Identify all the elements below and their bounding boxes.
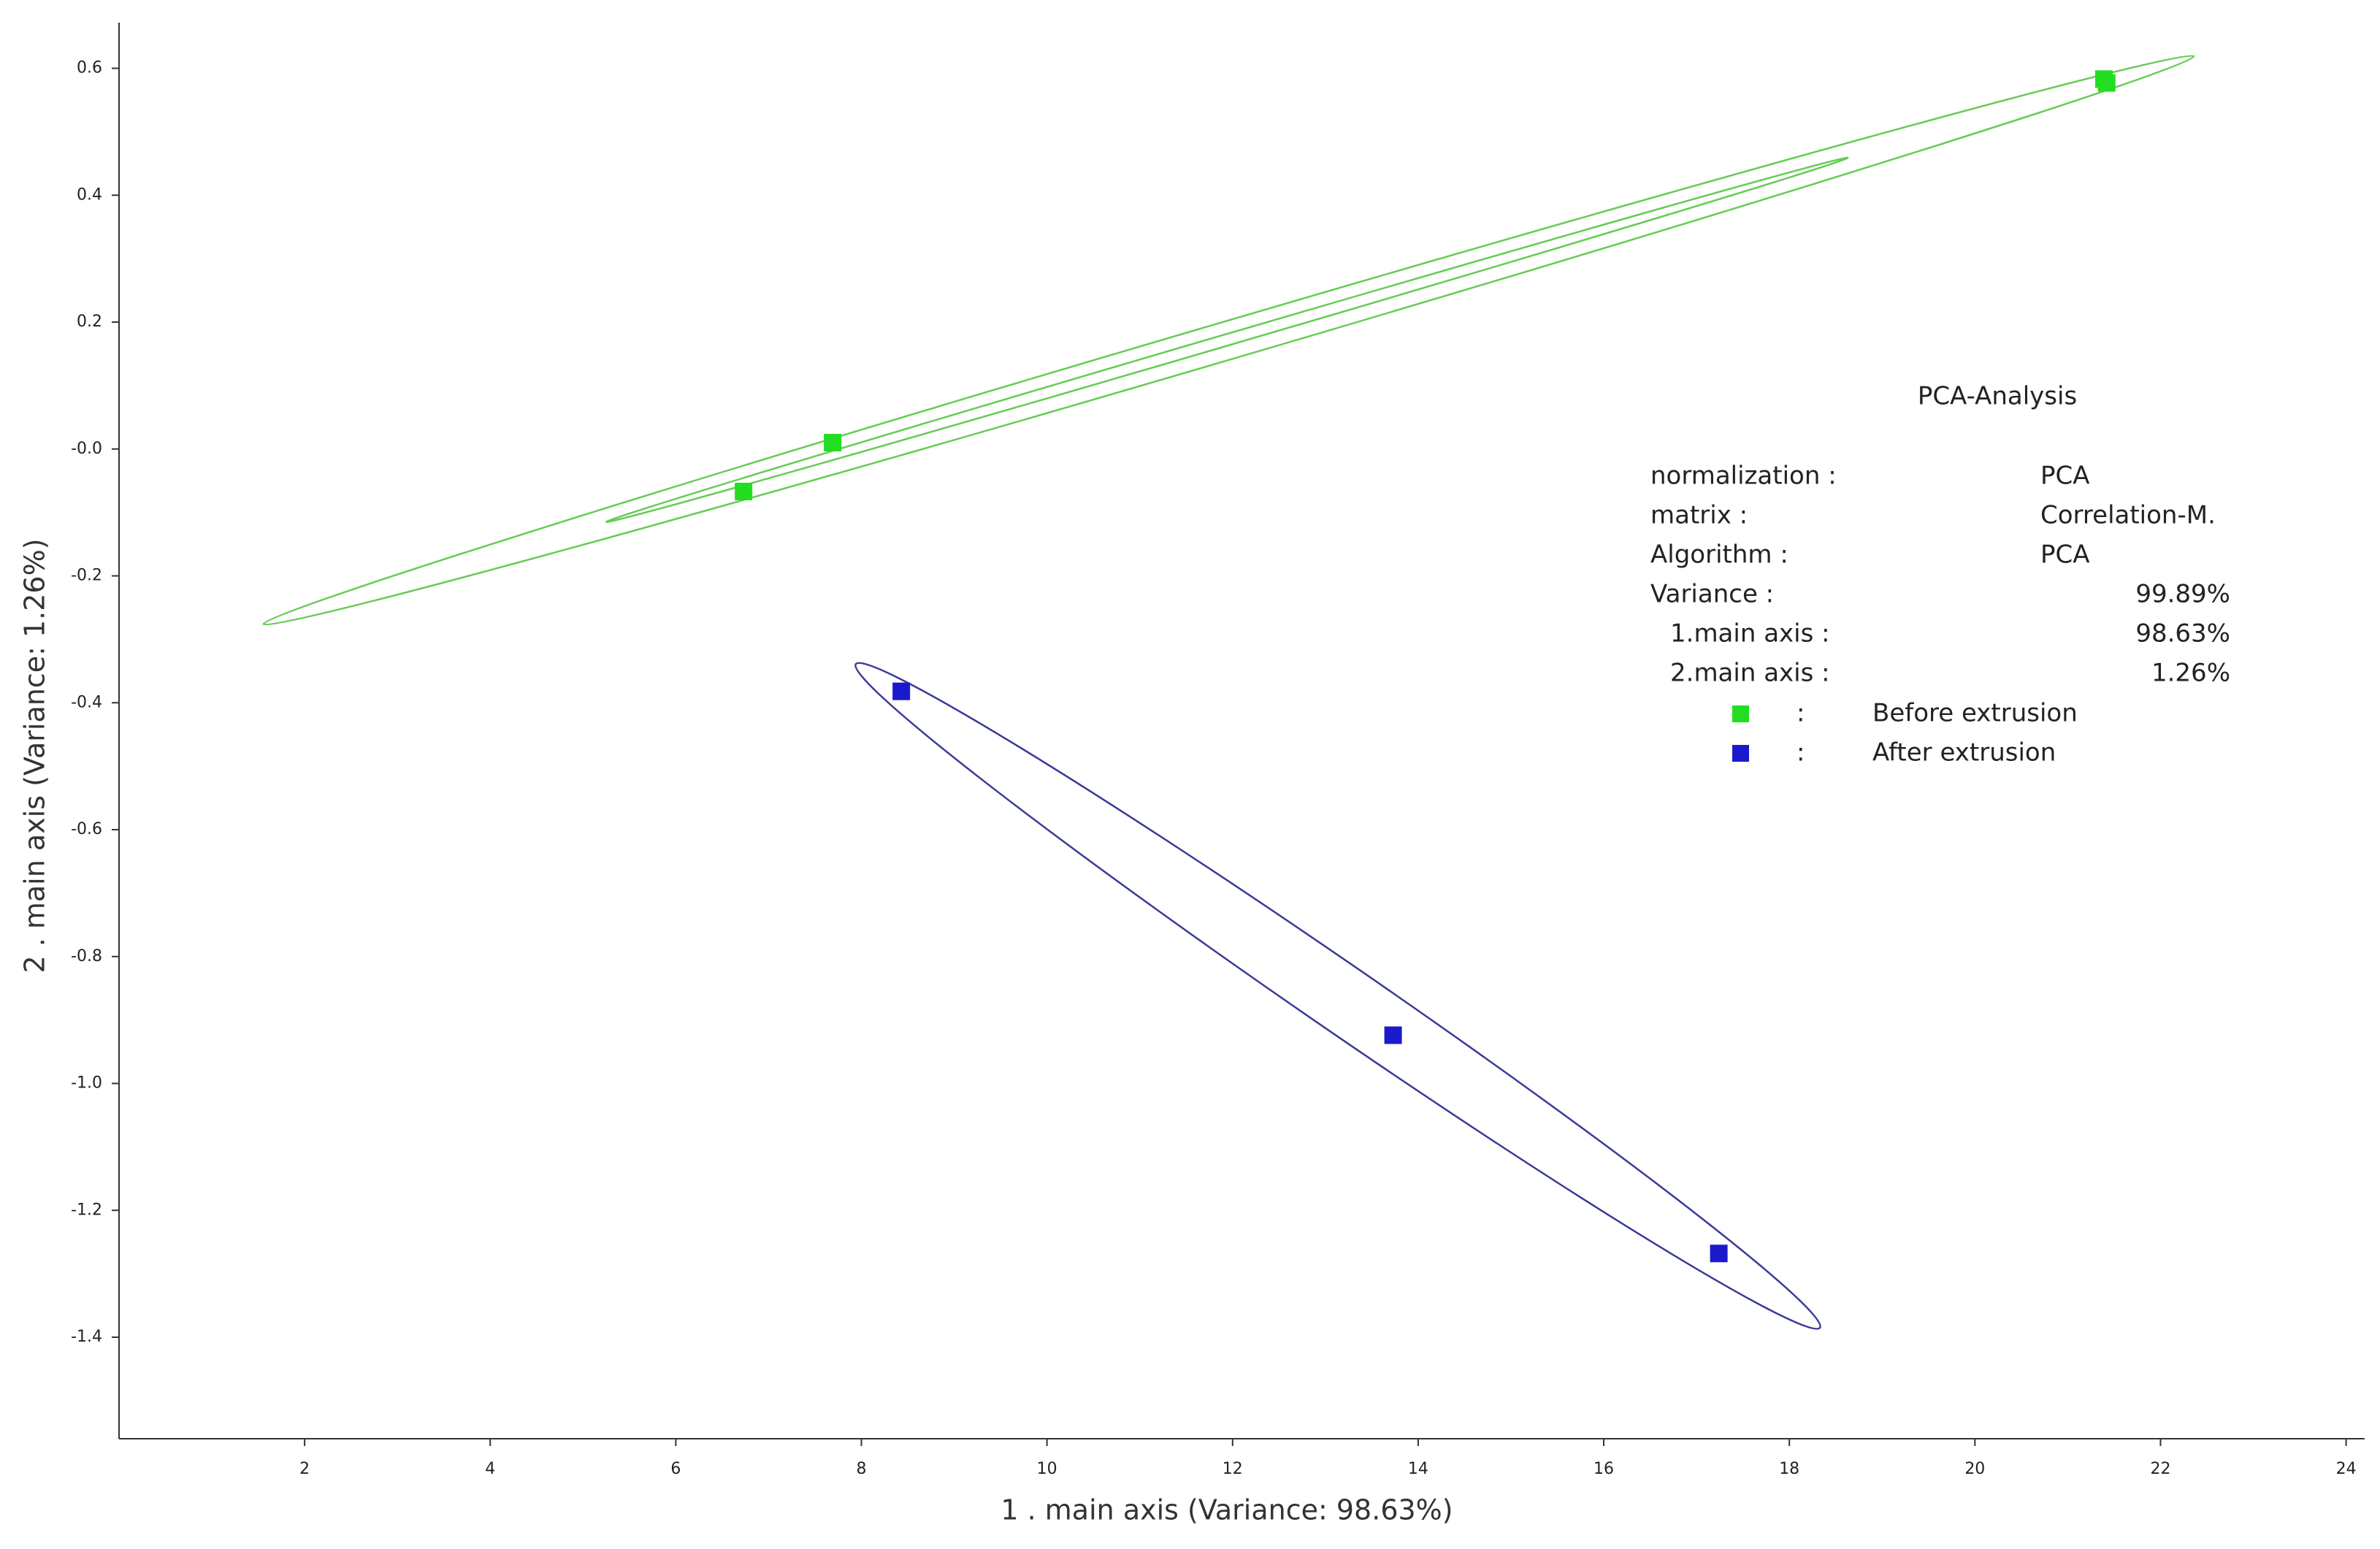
y-tick-label: -0.0 [71, 440, 102, 458]
info-title: PCA-Analysis [1918, 382, 2077, 411]
x-tick-label: 10 [1037, 1460, 1057, 1478]
info-label: 1.main axis : [1670, 619, 1830, 649]
x-tick-label: 16 [1593, 1460, 1614, 1478]
x-tick-label: 22 [2150, 1460, 2170, 1478]
scatter-point [2097, 74, 2116, 92]
info-label: Variance : [1650, 580, 1774, 609]
info-value: 1.26% [2151, 659, 2230, 688]
legend-marker [1732, 745, 1749, 762]
y-tick-label: -0.2 [71, 567, 102, 585]
legend-separator: : [1797, 699, 1805, 728]
x-tick-label: 12 [1222, 1460, 1243, 1478]
legend-marker [1732, 705, 1749, 722]
scatter-point [1384, 1026, 1402, 1044]
y-axis-title: 2 . main axis (Variance: 1.26%) [19, 538, 51, 973]
y-tick-label: -0.4 [71, 693, 102, 711]
info-label: normalization : [1650, 462, 1837, 491]
confidence-ellipse [854, 662, 1821, 1330]
x-tick-label: 4 [485, 1460, 495, 1478]
x-tick-label: 6 [670, 1460, 681, 1478]
scatter-point [892, 682, 911, 700]
info-value: Correlation-M. [2040, 501, 2216, 530]
x-tick-label: 24 [2336, 1460, 2357, 1478]
y-tick-label: -0.6 [71, 820, 102, 838]
info-value: PCA [2040, 462, 2090, 491]
x-tick-label: 2 [299, 1460, 310, 1478]
confidence-ellipse [262, 54, 2195, 626]
info-label: 2.main axis : [1670, 659, 1830, 688]
y-tick-label: 0.6 [77, 59, 102, 77]
info-value: 98.63% [2135, 619, 2230, 649]
y-tick-label: 0.2 [77, 313, 102, 331]
legend-label: Before extrusion [1872, 699, 2078, 728]
y-tick-label: -0.8 [71, 947, 102, 965]
info-value: 99.89% [2135, 580, 2230, 609]
y-tick-label: 0.4 [77, 186, 102, 204]
legend-separator: : [1797, 738, 1805, 768]
y-tick-label: -1.2 [71, 1201, 102, 1219]
x-axis-title: 1 . main axis (Variance: 98.63%) [1000, 1494, 1453, 1526]
confidence-ellipse [605, 156, 1849, 524]
y-tick-label: -1.0 [71, 1074, 102, 1093]
x-tick-label: 14 [1408, 1460, 1428, 1478]
info-label: Algorithm : [1650, 540, 1788, 570]
info-label: matrix : [1650, 501, 1748, 530]
x-tick-label: 18 [1779, 1460, 1799, 1478]
scatter-point [735, 482, 753, 500]
scatter-point [1710, 1244, 1728, 1263]
scatter-point [824, 434, 842, 452]
x-tick-label: 8 [857, 1460, 867, 1478]
info-value: PCA [2040, 540, 2090, 570]
legend-label: After extrusion [1872, 738, 2056, 768]
x-tick-label: 20 [1964, 1460, 1985, 1478]
y-tick-label: -1.4 [71, 1328, 102, 1346]
